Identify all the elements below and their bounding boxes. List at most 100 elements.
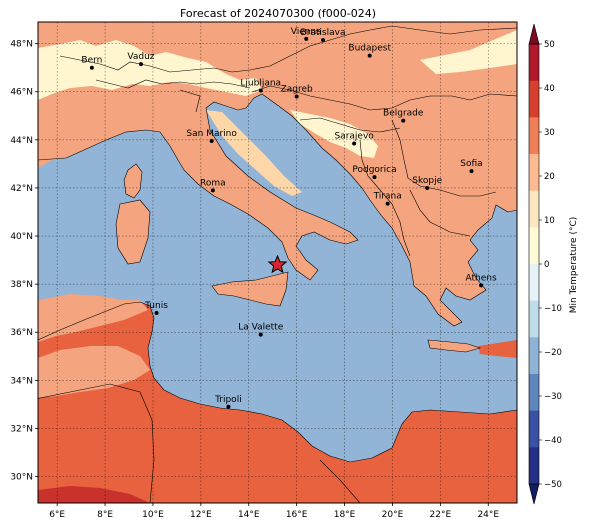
colorbar-segment	[529, 337, 539, 375]
star-marker	[267, 254, 288, 274]
city-dot	[209, 139, 214, 144]
land-north-africa	[38, 302, 517, 503]
island-sicily	[212, 272, 288, 306]
colorbar-segment	[529, 154, 539, 192]
country-borders	[38, 25, 517, 503]
city-label: San Marino	[186, 129, 237, 139]
sahara-hot-zone	[38, 486, 150, 503]
colorbar-segment	[529, 447, 539, 485]
colorbar-tick-label: −20	[544, 348, 562, 358]
lat-tick-label: 40°N	[10, 232, 33, 242]
lat-tick-label: 36°N	[10, 328, 33, 338]
city-label: Ljubljana	[240, 79, 281, 89]
lon-tick-label: 8°E	[97, 510, 113, 520]
lat-tick-label: 46°N	[10, 88, 33, 98]
lat-tick-label: 34°N	[10, 376, 33, 386]
island-corsica	[124, 164, 142, 198]
city-label: Roma	[200, 178, 226, 188]
marker-layer	[267, 254, 288, 274]
colorbar-tick-label: 30	[544, 128, 555, 138]
colorbar-tick-label: 20	[544, 172, 555, 182]
city-dot	[89, 65, 94, 70]
lon-tick-label: 24°E	[477, 510, 499, 520]
city-label: Vaduz	[127, 52, 154, 62]
city-label: La Valette	[238, 323, 283, 333]
colorbar-tick-label: −30	[544, 392, 562, 402]
city-label: Tunis	[144, 301, 168, 311]
dinaric-zone	[290, 110, 378, 158]
city-dot	[294, 94, 299, 99]
city-dot	[226, 404, 231, 409]
colorbar-segment	[529, 410, 539, 448]
colorbar-segment	[529, 300, 539, 338]
city-label: Sarajevo	[334, 131, 374, 141]
tunisia-mild-zone	[38, 294, 148, 342]
city-dot	[210, 188, 215, 193]
colorbar-segment	[529, 374, 539, 412]
colorbar-segment	[529, 80, 539, 118]
city-label: Athens	[465, 273, 496, 283]
city-label: Podgorica	[352, 165, 396, 175]
colorbar: 50 40 30 20 10 0 −10 −20 −30 −40 −50	[528, 23, 562, 505]
island-crete	[428, 340, 480, 352]
colorbar-segment	[529, 264, 539, 302]
city-label: Tripoli	[214, 395, 242, 405]
colorbar-tick-label: −50	[544, 480, 562, 490]
city-dot	[401, 118, 406, 123]
lat-tick-label: 42°N	[10, 184, 33, 194]
colorbar-tick-label: 10	[544, 216, 555, 226]
city-dot	[385, 201, 390, 206]
city-label: Sofia	[460, 159, 482, 169]
lat-tick-label: 32°N	[10, 424, 33, 434]
lat-tick-label: 38°N	[10, 280, 33, 290]
colorbar-extend-max	[528, 23, 540, 45]
colorbar-segment	[529, 190, 539, 228]
city-dot	[479, 283, 484, 288]
island-sardinia	[116, 200, 150, 264]
city-dot	[138, 62, 143, 67]
colorbar-tick-label: −40	[544, 436, 562, 446]
lon-tick-label: 6°E	[49, 510, 65, 520]
map-grid	[38, 22, 517, 503]
land-europe	[38, 22, 517, 326]
colorbar-label: Min Temperature (°C)	[569, 217, 579, 314]
algeria-warm-zone	[38, 346, 150, 398]
city-dot	[367, 53, 372, 58]
lon-tick-label: 10°E	[142, 510, 164, 520]
alpine-zone	[38, 40, 262, 100]
colorbar-tick-label: −10	[544, 304, 562, 314]
lon-tick-label: 16°E	[286, 510, 308, 520]
city-label: Budapest	[348, 44, 391, 54]
lat-tick-label: 48°N	[10, 40, 33, 50]
map-frame	[37, 21, 518, 504]
colorbar-extend-min	[528, 483, 540, 505]
lon-tick-label: 14°E	[238, 510, 260, 520]
latitude-axis: 48°N 46°N 44°N 42°N 40°N 38°N 36°N 34°N 32°N 30°N	[10, 40, 38, 483]
city-label: Tirana	[373, 192, 402, 202]
lon-tick-label: 22°E	[430, 510, 452, 520]
city-dot	[425, 185, 430, 190]
lon-tick-label: 18°E	[334, 510, 356, 520]
lat-tick-label: 44°N	[10, 136, 33, 146]
city-label: Zagreb	[281, 85, 313, 95]
longitude-axis: 6°E 8°E 10°E 12°E 14°E 16°E 18°E 20°E 22°E 24°E	[49, 503, 499, 520]
city-dot	[321, 38, 326, 43]
colorbar-segment	[529, 44, 539, 82]
city-dot	[372, 175, 377, 180]
lat-tick-label: 30°N	[10, 473, 33, 483]
lon-tick-label: 12°E	[190, 510, 212, 520]
city-dot	[304, 36, 309, 41]
lon-tick-label: 20°E	[382, 510, 404, 520]
city-dot	[154, 311, 159, 316]
italy-interior	[206, 110, 302, 196]
carpathian-zone	[420, 30, 517, 74]
city-label: Belgrade	[383, 109, 424, 119]
city-label: Skopje	[412, 176, 442, 186]
map-title: Forecast of 2024070300 (f000-024)	[180, 7, 376, 20]
city-label: Bratislava	[301, 28, 346, 38]
city-dot	[352, 141, 357, 146]
city-dot	[258, 332, 263, 337]
